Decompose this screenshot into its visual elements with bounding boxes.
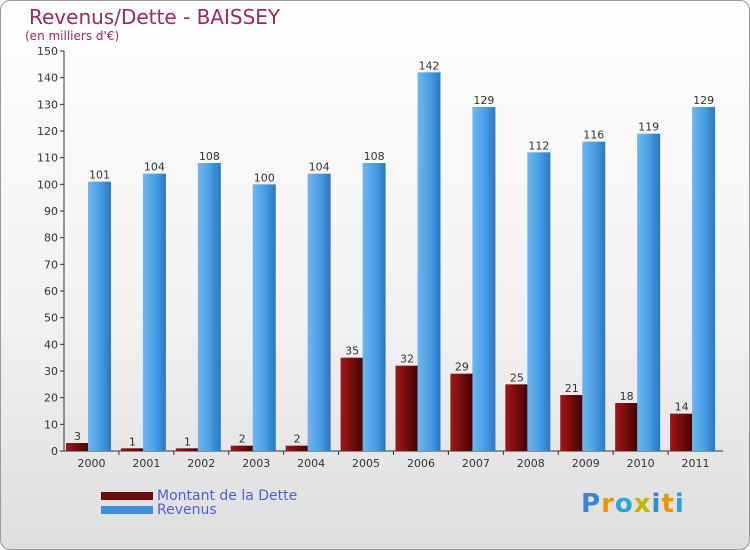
x-tick-label: 2004	[297, 457, 325, 470]
data-label-dette: 25	[510, 371, 524, 384]
bar-dette	[340, 357, 364, 451]
data-label-dette: 14	[675, 401, 689, 414]
data-label-revenus: 119	[638, 121, 659, 134]
bar-dette	[615, 403, 639, 451]
logo-letter: o	[614, 489, 634, 519]
y-tick-label: 130	[37, 98, 58, 111]
bar-dette	[560, 395, 584, 451]
data-label-revenus: 108	[199, 150, 220, 163]
y-tick-label: 90	[44, 205, 58, 218]
bar-revenus	[692, 107, 716, 451]
data-label-dette: 18	[620, 390, 634, 403]
y-tick-label: 70	[44, 258, 58, 271]
logo-letter: x	[633, 489, 652, 519]
x-tick-label: 2011	[682, 457, 710, 470]
data-label-dette: 2	[239, 433, 246, 446]
bars	[66, 72, 716, 452]
x-tick-label: 2010	[627, 457, 655, 470]
data-label-dette: 3	[74, 430, 81, 443]
legend-label-dette: Montant de la Dette	[157, 488, 298, 504]
legend-swatch-dette	[101, 492, 153, 500]
logo-letter: i	[674, 489, 685, 519]
bar-dette	[505, 384, 529, 451]
data-label-dette: 32	[400, 353, 414, 366]
y-tick-label: 110	[37, 152, 58, 165]
proxiti-logo: Proxiti	[581, 489, 685, 519]
data-label-revenus: 108	[364, 150, 385, 163]
logo-letter: i	[651, 489, 662, 519]
data-label-revenus: 112	[528, 139, 549, 152]
legend-item-revenus: Revenus	[101, 502, 217, 518]
legend-swatch-revenus	[101, 506, 153, 514]
data-label-dette: 2	[294, 433, 301, 446]
y-tick-label: 150	[37, 45, 58, 58]
x-tick-label: 2006	[407, 457, 435, 470]
bar-revenus	[637, 133, 661, 451]
data-label-dette: 35	[345, 345, 359, 358]
bar-revenus	[252, 184, 276, 452]
x-tick-label: 2009	[572, 457, 600, 470]
bar-dette	[230, 445, 254, 451]
data-label-revenus: 104	[309, 161, 330, 174]
logo-letter: r	[601, 489, 615, 519]
x-tick-label: 2005	[352, 457, 380, 470]
bar-revenus	[527, 152, 551, 452]
y-tick-label: 100	[37, 178, 58, 191]
logo-letter: P	[581, 489, 602, 519]
data-labels: 3 1 1 2 235322925211814101104108100104108142…	[74, 59, 714, 448]
bar-revenus	[88, 181, 111, 451]
legend-label-revenus: Revenus	[157, 502, 217, 518]
y-tick-label: 10	[44, 418, 58, 431]
bar-revenus	[307, 173, 331, 451]
bar-dette	[175, 448, 199, 451]
data-label-dette: 1	[184, 435, 191, 448]
bar-revenus	[417, 72, 441, 451]
bar-revenus	[582, 141, 606, 451]
data-label-revenus: 129	[473, 94, 494, 107]
bar-dette	[450, 373, 474, 451]
bar-revenus	[142, 173, 166, 451]
x-tick-label: 2007	[462, 457, 490, 470]
axes: 0 10 20 30 40 50 60 70 80 90 100 110 120 130 140 150 200…	[37, 45, 723, 470]
bar-dette	[285, 445, 309, 451]
y-tick-label: 40	[44, 338, 58, 351]
x-tick-label: 2008	[517, 457, 545, 470]
x-tick-label: 2003	[242, 457, 270, 470]
y-tick-label: 50	[44, 312, 58, 325]
y-tick-label: 120	[37, 125, 58, 138]
bar-revenus	[362, 163, 386, 451]
legend-item-dette: Montant de la Dette	[101, 488, 297, 504]
y-tick-label: 30	[44, 365, 58, 378]
data-label-revenus: 142	[419, 59, 440, 72]
data-label-dette: 21	[565, 382, 579, 395]
x-tick-label: 2001	[132, 457, 160, 470]
bar-dette	[395, 365, 419, 451]
bar-dette	[120, 448, 144, 451]
data-label-revenus: 116	[583, 129, 604, 142]
y-tick-label: 140	[37, 72, 58, 85]
data-label-revenus: 100	[254, 171, 275, 184]
logo-letter: t	[661, 489, 675, 519]
data-label-dette: 29	[455, 361, 469, 374]
bar-revenus	[197, 163, 221, 451]
x-tick-label: 2002	[187, 457, 215, 470]
data-label-revenus: 104	[144, 161, 165, 174]
data-label-revenus: 129	[693, 94, 714, 107]
chart-title: Revenus/Dette - BAISSEY	[29, 5, 281, 29]
bar-dette	[66, 443, 89, 451]
data-label-dette: 1	[129, 435, 136, 448]
data-label-revenus: 101	[89, 169, 110, 182]
chart-subtitle: (en milliers d'€)	[25, 29, 120, 43]
y-tick-label: 0	[51, 445, 58, 458]
bar-revenus	[472, 107, 496, 451]
x-tick-label: 2000	[77, 457, 105, 470]
y-tick-label: 20	[44, 392, 58, 405]
y-tick-label: 60	[44, 285, 58, 298]
bar-dette	[670, 413, 694, 451]
y-tick-label: 80	[44, 232, 58, 245]
